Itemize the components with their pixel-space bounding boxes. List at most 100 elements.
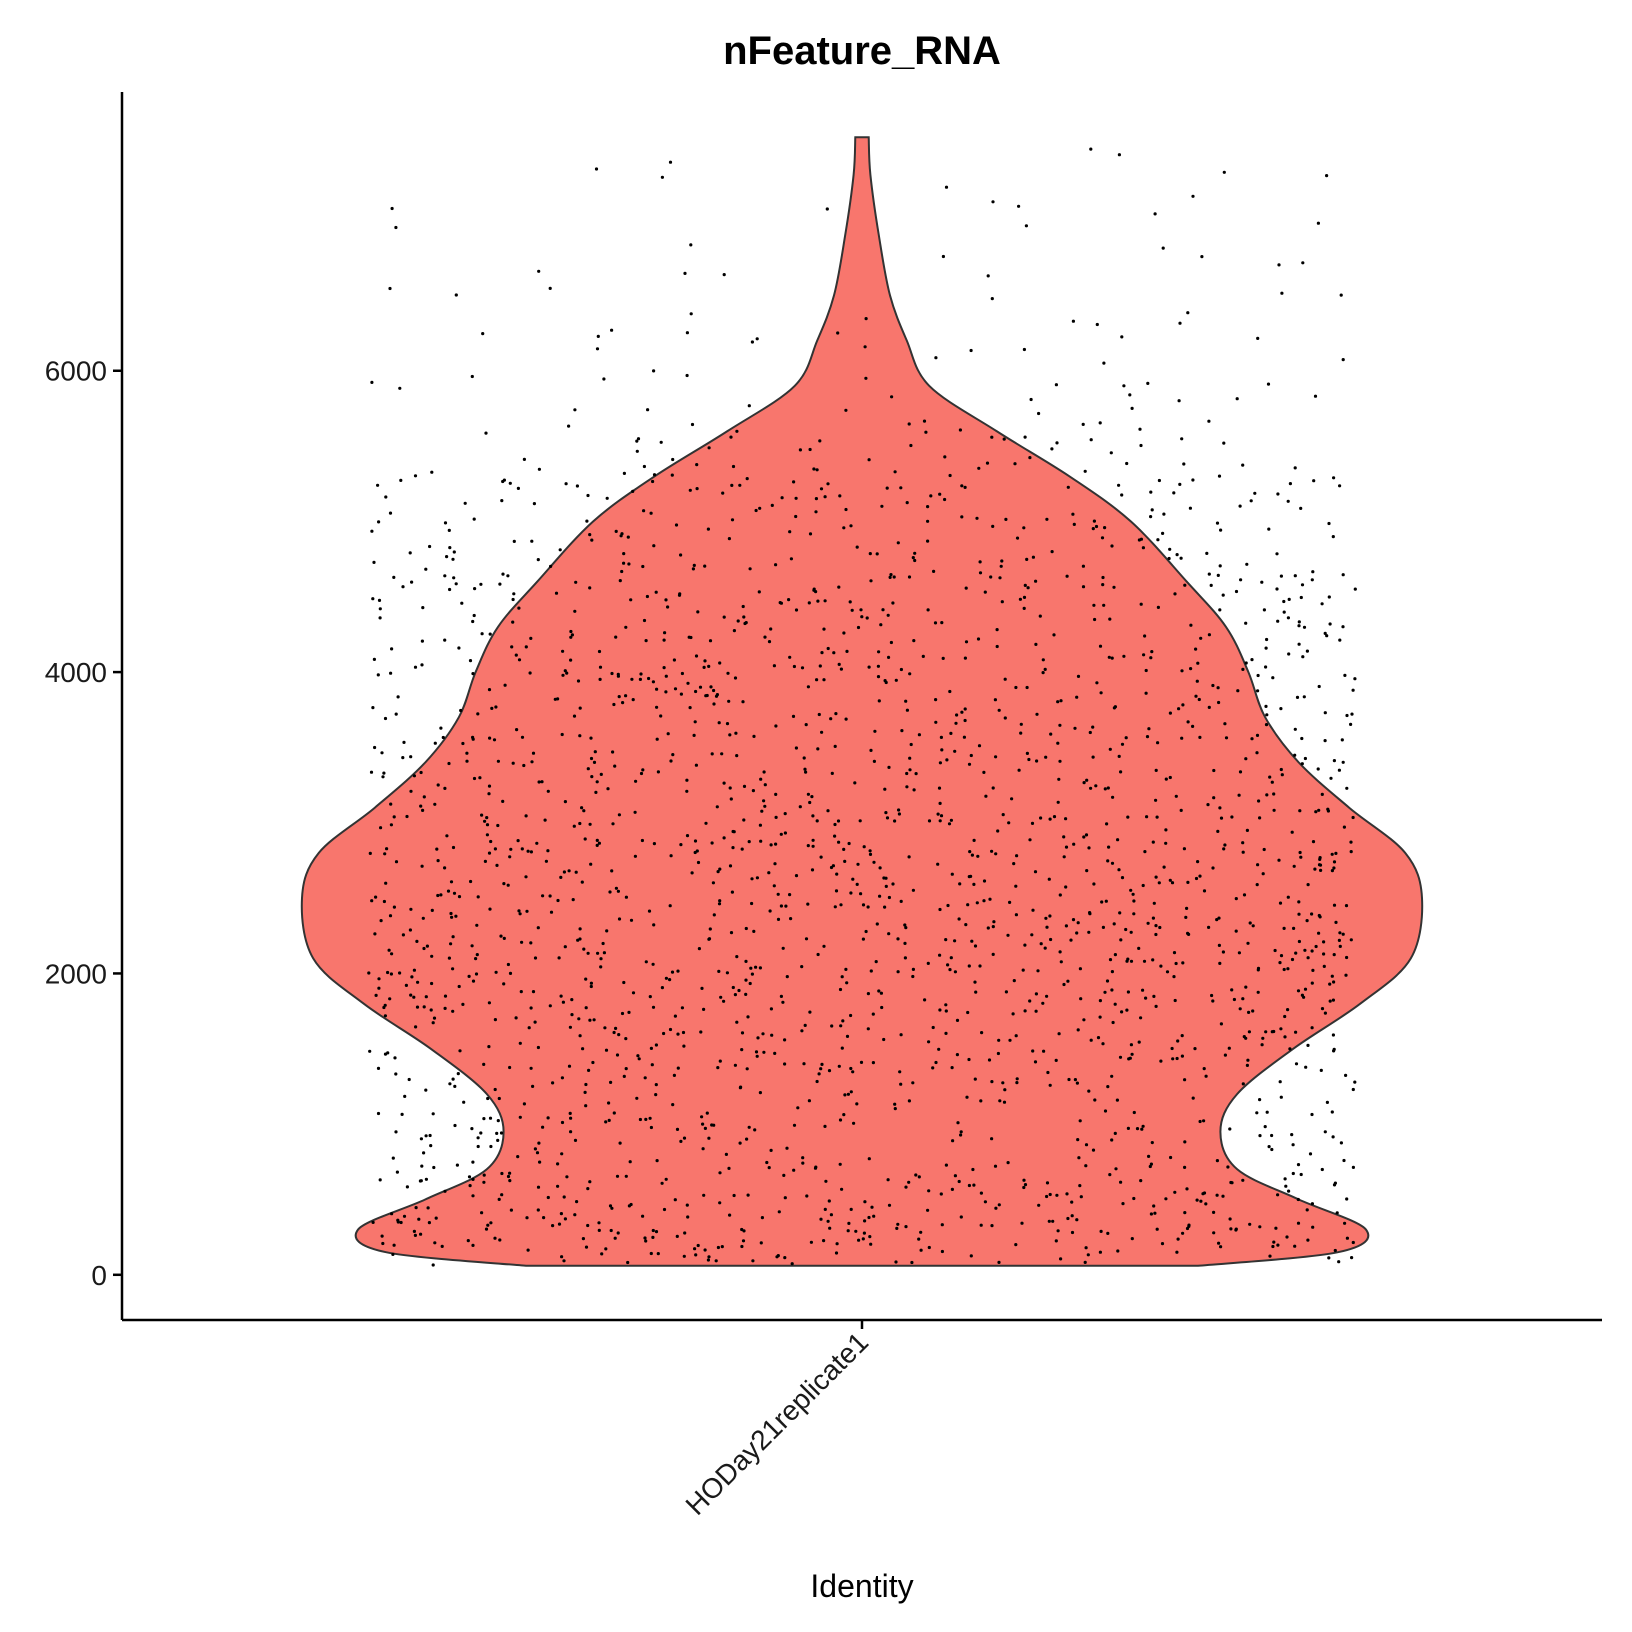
data-point	[588, 1180, 592, 1184]
data-point	[1262, 608, 1266, 612]
data-point	[1129, 959, 1134, 963]
data-point	[1079, 997, 1083, 1001]
data-point	[581, 1237, 586, 1241]
data-point	[612, 1111, 616, 1115]
data-point	[990, 1224, 994, 1228]
data-point	[830, 1024, 834, 1028]
data-point	[744, 992, 748, 997]
data-point	[1236, 689, 1240, 693]
data-point	[725, 722, 730, 726]
data-point	[659, 714, 663, 718]
data-point	[1293, 1244, 1297, 1248]
data-point	[890, 395, 894, 399]
data-point	[1306, 1043, 1310, 1047]
data-point	[1332, 980, 1336, 984]
data-point	[1317, 863, 1322, 867]
data-point	[586, 1223, 590, 1228]
data-point	[439, 726, 443, 730]
data-point	[384, 881, 388, 885]
data-point	[959, 1215, 963, 1219]
data-point	[445, 555, 449, 559]
data-point	[643, 1076, 647, 1080]
data-point	[1170, 881, 1175, 885]
data-point	[506, 962, 510, 967]
data-point	[418, 1179, 422, 1183]
data-point	[807, 1099, 812, 1103]
data-point	[1045, 1194, 1049, 1199]
data-point	[493, 1018, 497, 1022]
data-point	[1199, 636, 1203, 640]
data-point	[618, 1141, 622, 1145]
data-point	[510, 645, 514, 649]
data-point	[823, 599, 827, 603]
data-point	[1102, 361, 1106, 365]
data-point	[934, 356, 938, 360]
data-point	[650, 1063, 654, 1067]
data-point	[414, 1025, 418, 1029]
data-point	[610, 869, 614, 873]
data-point	[488, 736, 492, 740]
data-point	[595, 843, 599, 848]
data-point	[781, 1000, 785, 1004]
data-point	[754, 1050, 759, 1054]
data-point	[884, 811, 888, 815]
data-point	[420, 639, 424, 643]
data-point	[1279, 767, 1283, 772]
data-point	[569, 635, 573, 639]
data-point	[1015, 854, 1019, 858]
data-point	[470, 1127, 474, 1131]
data-point	[564, 482, 568, 486]
data-point	[431, 1263, 435, 1267]
data-point	[467, 1175, 472, 1179]
data-point	[569, 629, 573, 634]
data-point	[1217, 1241, 1221, 1245]
data-point	[837, 840, 841, 844]
data-point	[685, 331, 690, 335]
jitter-points	[367, 147, 1357, 1267]
data-point	[389, 823, 393, 827]
data-point	[541, 894, 545, 898]
data-point	[1297, 912, 1301, 916]
data-point	[1154, 924, 1158, 928]
data-point	[858, 819, 862, 823]
data-point	[540, 780, 544, 784]
data-point	[1278, 1080, 1282, 1084]
data-point	[1034, 992, 1038, 996]
data-point	[570, 998, 574, 1002]
data-point	[1099, 691, 1103, 695]
data-point	[939, 814, 944, 818]
data-point	[372, 657, 376, 662]
data-point	[1112, 585, 1116, 589]
data-point	[837, 662, 841, 667]
data-point	[1110, 1074, 1114, 1078]
data-point	[537, 467, 542, 471]
data-point	[482, 1173, 486, 1177]
data-point	[927, 1245, 931, 1250]
data-point	[449, 911, 453, 916]
data-point	[592, 1018, 596, 1022]
data-point	[1296, 1221, 1301, 1225]
data-point	[517, 909, 521, 913]
data-point	[945, 758, 949, 762]
data-point	[1331, 535, 1335, 539]
data-point	[1082, 835, 1086, 839]
data-point	[996, 1051, 1001, 1056]
data-point	[443, 866, 447, 870]
data-point	[1327, 1256, 1331, 1260]
data-point	[443, 1189, 447, 1193]
data-point	[370, 899, 374, 903]
data-point	[1002, 1100, 1007, 1104]
data-point	[646, 408, 650, 412]
data-point	[839, 1024, 843, 1028]
data-point	[1204, 1074, 1208, 1078]
data-point	[668, 978, 672, 982]
data-point	[401, 933, 405, 937]
data-point	[1144, 668, 1148, 673]
data-point	[1334, 851, 1338, 856]
data-point	[457, 984, 461, 989]
data-point	[480, 632, 484, 636]
data-point	[629, 1202, 633, 1207]
data-point	[886, 1178, 890, 1182]
data-point	[969, 348, 973, 353]
data-point	[1228, 1127, 1232, 1131]
